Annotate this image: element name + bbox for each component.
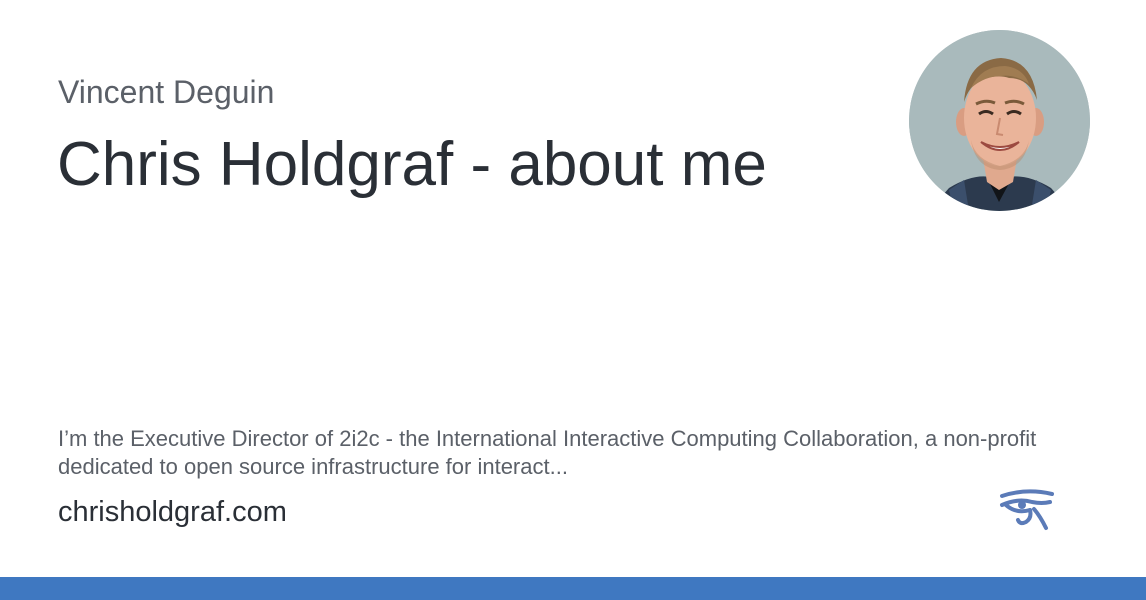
author-name: Vincent Deguin <box>58 74 275 110</box>
page-title[interactable]: Chris Holdgraf - about me <box>57 130 767 199</box>
eye-of-horus-icon <box>996 488 1056 534</box>
accent-bar <box>0 577 1146 600</box>
profile-photo-icon <box>909 30 1090 211</box>
avatar <box>909 30 1090 211</box>
page-description: I’m the Executive Director of 2i2c - the… <box>58 426 1037 479</box>
site-domain-link[interactable]: chrisholdgraf.com <box>58 496 287 528</box>
